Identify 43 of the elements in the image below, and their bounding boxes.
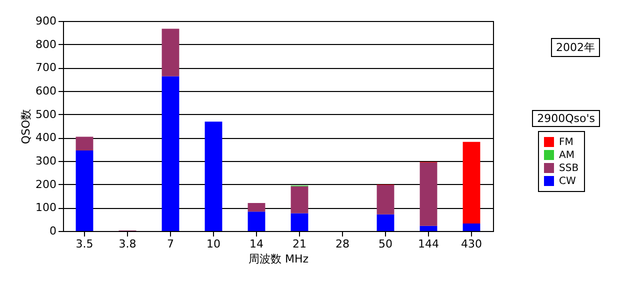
bar [76, 150, 94, 231]
bar [462, 142, 480, 224]
x-tick-label: 10 [206, 238, 220, 250]
y-tick-label: 200 [36, 178, 56, 191]
y-tick-label: 900 [36, 14, 56, 28]
bar [162, 76, 180, 231]
legend-label: SSB [559, 163, 579, 174]
x-tick-label: 3.5 [76, 238, 94, 250]
bar [462, 224, 480, 231]
bar [290, 213, 308, 231]
y-tick-label: 100 [36, 201, 56, 214]
bar [290, 186, 308, 214]
x-axis-title: 周波数 MHz [248, 252, 309, 266]
x-tick-label: 50 [378, 238, 392, 250]
y-axis-title: QSO数 [20, 108, 33, 144]
bar [204, 122, 222, 231]
x-tick-label: 144 [418, 238, 439, 250]
bar [248, 212, 266, 231]
y-tick-label: 400 [36, 131, 56, 144]
bar [420, 226, 438, 231]
x-tick-label: 430 [461, 238, 482, 250]
y-tick-label: 0 [50, 224, 56, 238]
bar [76, 136, 94, 150]
y-tick-label: 500 [36, 108, 56, 121]
x-tick-label: 28 [336, 238, 350, 250]
legend-label: CW [559, 176, 576, 187]
legend-label: FM [559, 137, 574, 148]
x-tick-label: 14 [250, 238, 264, 250]
y-tick-label: 300 [36, 154, 56, 168]
legend-label: AM [559, 150, 574, 161]
y-tick-label: 800 [36, 38, 56, 51]
bar [162, 28, 180, 76]
y-tick-label: 600 [36, 84, 56, 98]
bar [248, 203, 266, 212]
bar [420, 162, 438, 226]
bar [376, 185, 394, 214]
y-tick-label: 700 [36, 61, 56, 74]
text: 2002年 [551, 38, 600, 57]
x-tick-label: 21 [292, 238, 306, 250]
x-tick-label: 3.8 [118, 238, 136, 250]
text: 2900Qso's [532, 110, 600, 127]
x-tick-label: 7 [167, 238, 174, 250]
bar [376, 214, 394, 231]
